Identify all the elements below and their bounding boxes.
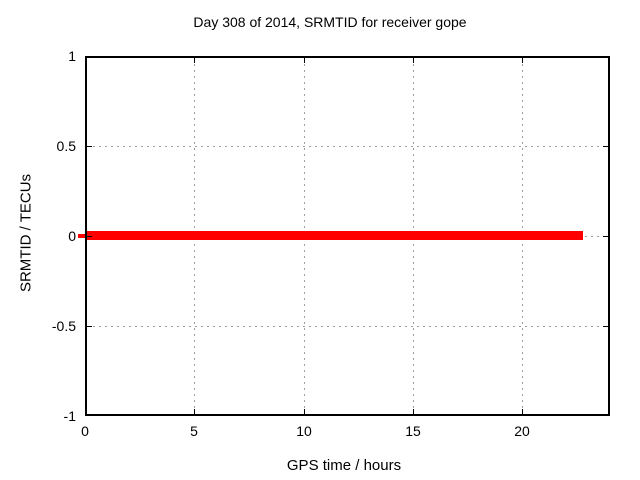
plot-area xyxy=(78,56,610,416)
y-tick-label-0: 0 xyxy=(68,228,76,244)
x-tick-5-top xyxy=(194,58,195,63)
x-tick-label-20: 20 xyxy=(514,423,530,439)
y-tick-0.5-left xyxy=(87,146,92,147)
y-tick-label--0.5: -0.5 xyxy=(51,318,76,334)
y-tick-label--1: -1 xyxy=(63,408,76,424)
chart-title: Day 308 of 2014, SRMTID for receiver gop… xyxy=(193,14,467,30)
x-tick-5-bottom xyxy=(194,409,195,414)
x-axis-label: GPS time / hours xyxy=(286,457,402,474)
y-tick--0.5-right xyxy=(603,326,608,327)
x-tick-15-bottom xyxy=(413,409,414,414)
x-tick-label-5: 5 xyxy=(190,423,198,439)
gridline-y--0.5 xyxy=(87,326,608,327)
series-srmtid-left-overhang xyxy=(78,234,85,238)
y-tick-0-right xyxy=(603,236,608,237)
x-tick-label-0: 0 xyxy=(81,423,89,439)
x-tick-20-top xyxy=(522,58,523,63)
gridline-y-0.5 xyxy=(87,146,608,147)
x-tick-10-top xyxy=(304,58,305,63)
x-tick-10-bottom xyxy=(304,409,305,414)
x-tick-20-bottom xyxy=(522,409,523,414)
y-tick-label-0.5: 0.5 xyxy=(56,138,76,154)
x-tick-label-10: 10 xyxy=(296,423,312,439)
y-tick--0.5-left xyxy=(87,326,92,327)
series-srmtid-line xyxy=(87,231,583,240)
y-tick-0-left xyxy=(87,236,92,237)
y-tick-label-1: 1 xyxy=(68,48,76,64)
x-tick-15-top xyxy=(413,58,414,63)
x-tick-label-15: 15 xyxy=(405,423,421,439)
y-tick-0.5-right xyxy=(603,146,608,147)
